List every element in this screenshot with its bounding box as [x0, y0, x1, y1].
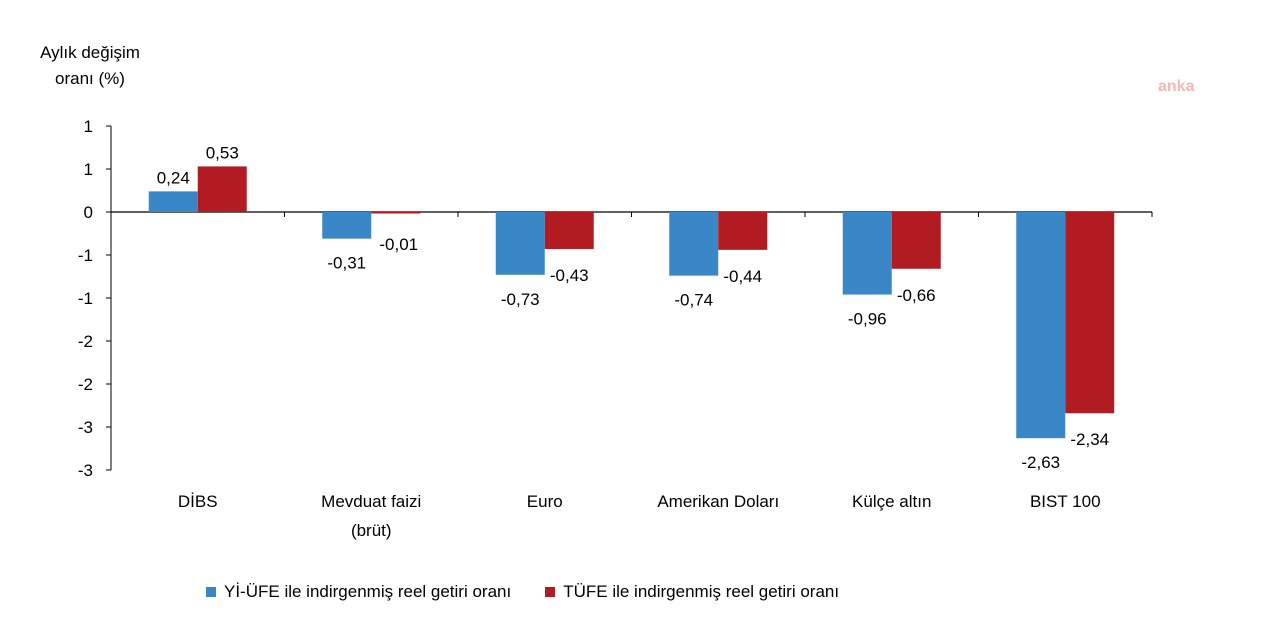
bar-yiufe	[148, 191, 198, 212]
bar-tufe	[718, 212, 768, 250]
x-category-label: Külçe altın	[852, 492, 931, 511]
data-label: -0,43	[550, 266, 589, 285]
bar-tufe	[891, 212, 941, 269]
bar-yiufe	[1016, 212, 1066, 439]
legend-item-tufe: TÜFE ile indirgenmiş reel getiri oranı	[545, 582, 839, 602]
data-label: -0,73	[501, 290, 540, 309]
bar-yiufe	[669, 212, 719, 276]
y-tick-label: -3	[78, 418, 93, 437]
x-category-label: Mevduat faizi	[321, 492, 421, 511]
legend-item-yiufe: Yİ-ÜFE ile indirgenmiş reel getiri oranı	[206, 582, 511, 602]
bar-yiufe	[495, 212, 545, 275]
data-label: -0,31	[327, 254, 366, 273]
x-category-label: BIST 100	[1030, 492, 1101, 511]
legend: Yİ-ÜFE ile indirgenmiş reel getiri oranı…	[206, 580, 873, 604]
y-tick-label: -3	[78, 461, 93, 480]
legend-label-tufe: TÜFE ile indirgenmiş reel getiri oranı	[563, 582, 840, 601]
legend-swatch-tufe	[545, 587, 556, 597]
bar-tufe	[197, 166, 247, 212]
y-axis-title-line-1: Aylık değişim	[40, 43, 140, 62]
data-label: -0,74	[674, 291, 713, 310]
data-label: -2,63	[1021, 453, 1060, 472]
y-tick-label: 1	[84, 117, 93, 136]
data-label: -2,34	[1070, 430, 1109, 449]
bar-yiufe	[842, 212, 892, 295]
watermark-logo: anka	[1158, 78, 1195, 95]
y-tick-label: -2	[78, 375, 93, 394]
y-axis-title-line-2: oranı (%)	[55, 69, 125, 88]
data-label: 0,24	[157, 168, 190, 187]
data-label: -0,66	[897, 286, 936, 305]
x-category-label: Amerikan Doları	[657, 492, 779, 511]
bar-tufe	[371, 212, 421, 214]
bar-tufe	[544, 212, 594, 249]
y-tick-label: -2	[78, 332, 93, 351]
y-tick-label: -1	[78, 246, 93, 265]
x-category-label: Euro	[527, 492, 563, 511]
legend-label-yiufe: Yİ-ÜFE ile indirgenmiş reel getiri oranı	[224, 582, 512, 601]
y-tick-label: -1	[78, 289, 93, 308]
x-category-label: DİBS	[178, 492, 218, 511]
y-tick-label: 1	[84, 160, 93, 179]
bar-tufe	[1065, 212, 1115, 414]
data-label: -0,01	[379, 235, 418, 254]
x-category-label: (brüt)	[351, 521, 392, 540]
data-label: -0,96	[848, 310, 887, 329]
data-label: 0,53	[206, 143, 239, 162]
legend-swatch-yiufe	[206, 587, 216, 597]
y-axis-title: Aylık değişim oranı (%)	[30, 40, 150, 92]
y-tick-label: 0	[84, 203, 93, 222]
data-label: -0,44	[723, 267, 762, 286]
bar-yiufe	[322, 212, 372, 239]
